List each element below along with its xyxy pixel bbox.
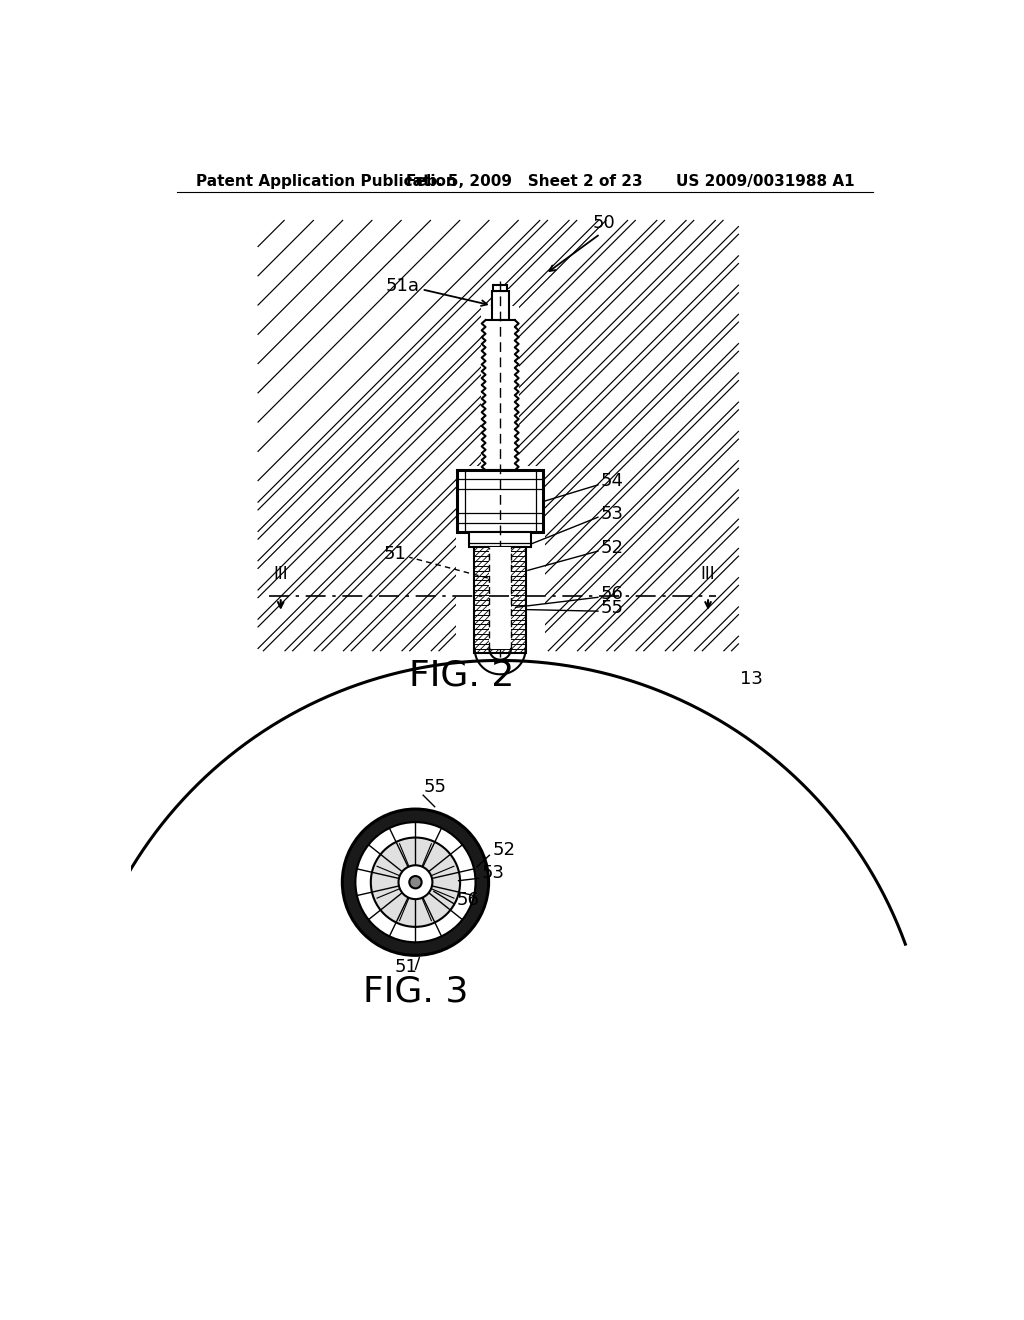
Text: US 2009/0031988 A1: US 2009/0031988 A1 xyxy=(676,174,854,189)
Text: Feb. 5, 2009   Sheet 2 of 23: Feb. 5, 2009 Sheet 2 of 23 xyxy=(407,174,643,189)
Text: 51: 51 xyxy=(383,545,407,562)
Bar xyxy=(485,321,515,470)
Text: 55: 55 xyxy=(600,599,624,616)
Text: 55: 55 xyxy=(423,777,446,796)
Text: 51a: 51a xyxy=(385,277,419,294)
Text: FIG. 3: FIG. 3 xyxy=(362,974,468,1008)
Text: FIG. 2: FIG. 2 xyxy=(409,659,514,692)
Text: 13: 13 xyxy=(740,669,763,688)
Circle shape xyxy=(371,838,460,927)
Bar xyxy=(457,470,544,533)
Bar xyxy=(484,319,515,471)
Text: 52: 52 xyxy=(493,841,515,859)
Bar xyxy=(469,532,531,548)
Text: 53: 53 xyxy=(600,504,624,523)
Text: 52: 52 xyxy=(600,539,624,557)
Bar xyxy=(490,289,509,322)
Text: 56: 56 xyxy=(600,585,624,603)
Text: 56: 56 xyxy=(457,891,480,909)
Text: 50: 50 xyxy=(593,214,615,232)
Text: III: III xyxy=(273,565,288,583)
Circle shape xyxy=(398,866,432,899)
Circle shape xyxy=(342,809,488,956)
Bar xyxy=(492,290,509,321)
Text: III: III xyxy=(700,565,716,583)
Bar xyxy=(457,470,544,532)
Circle shape xyxy=(410,876,422,888)
Bar xyxy=(474,548,526,653)
Text: 54: 54 xyxy=(600,473,624,491)
Bar xyxy=(494,285,507,290)
Circle shape xyxy=(355,822,475,942)
Bar xyxy=(456,466,545,664)
Text: 51: 51 xyxy=(395,958,418,977)
Bar xyxy=(473,544,527,660)
Bar xyxy=(489,548,511,649)
Text: Patent Application Publication: Patent Application Publication xyxy=(196,174,457,189)
Text: 53: 53 xyxy=(481,865,505,882)
Bar xyxy=(481,306,519,470)
